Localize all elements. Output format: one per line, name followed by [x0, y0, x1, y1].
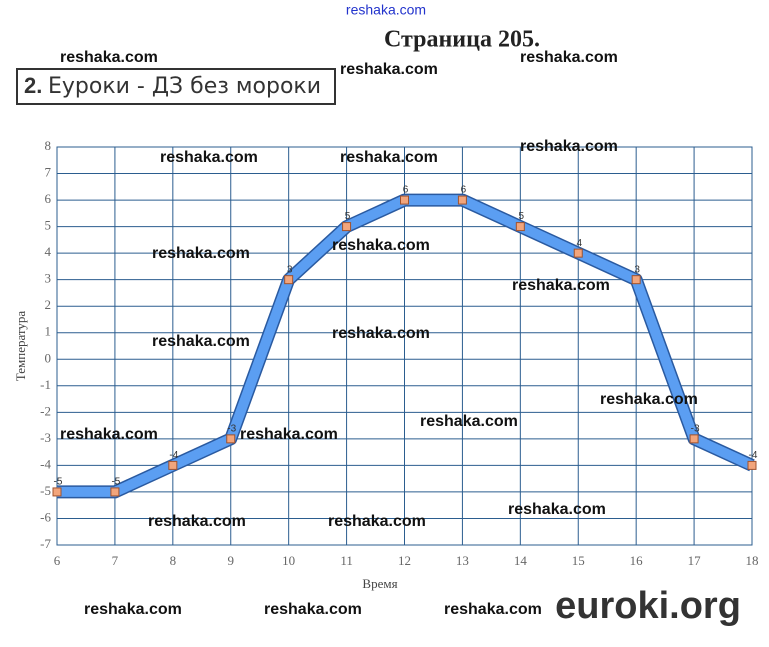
- point-marker: [515, 222, 525, 232]
- value-label: 4: [576, 238, 582, 249]
- task-box: [16, 68, 336, 105]
- x-tick-label: 12: [398, 553, 411, 568]
- watermark: reshaka.com: [600, 391, 698, 408]
- value-label: -3: [227, 424, 236, 435]
- watermark: reshaka.com: [148, 513, 246, 530]
- watermark: reshaka.com: [332, 325, 430, 342]
- point-marker: [457, 195, 467, 205]
- watermark: reshaka.com: [444, 601, 542, 618]
- point-marker: [52, 487, 62, 497]
- x-axis-label: Время: [362, 576, 397, 591]
- x-tick-label: 9: [228, 553, 235, 568]
- point-marker: [110, 487, 120, 497]
- point-marker: [689, 434, 699, 444]
- y-tick-label: 8: [45, 138, 52, 153]
- watermark: reshaka.com: [152, 245, 250, 262]
- site-link: reshaka.com: [346, 2, 426, 18]
- value-label: 6: [461, 185, 467, 196]
- y-tick-label: 7: [45, 165, 52, 180]
- value-label: 5: [519, 211, 525, 222]
- value-label: -4: [169, 450, 178, 461]
- x-tick-label: 18: [746, 553, 759, 568]
- y-tick-label: 0: [45, 350, 52, 365]
- task-title: Еуроки - ДЗ без мороки: [48, 74, 321, 99]
- point-marker: [284, 275, 294, 285]
- point-marker: [342, 222, 352, 232]
- value-label: 6: [403, 185, 409, 196]
- logo: euroki.org: [555, 585, 741, 627]
- watermark: reshaka.com: [152, 333, 250, 350]
- y-tick-label: -5: [40, 483, 51, 498]
- y-tick-label: 3: [45, 271, 52, 286]
- x-tick-label: 7: [112, 553, 119, 568]
- watermark: reshaka.com: [340, 61, 438, 78]
- value-label: -3: [691, 424, 700, 435]
- value-label: -5: [111, 477, 120, 488]
- watermark: reshaka.com: [60, 426, 158, 443]
- x-tick-label: 15: [572, 553, 585, 568]
- y-tick-label: -2: [40, 403, 51, 418]
- y-tick-label: 1: [45, 324, 52, 339]
- x-tick-label: 8: [170, 553, 177, 568]
- point-marker: [168, 460, 178, 470]
- x-tick-label: 14: [514, 553, 528, 568]
- x-tick-label: 11: [340, 553, 353, 568]
- point-marker: [400, 195, 409, 205]
- value-label: -5: [54, 477, 63, 488]
- point-marker: [631, 275, 641, 285]
- value-label: 5: [345, 211, 351, 222]
- x-tick-label: 6: [54, 553, 61, 568]
- y-axis-label: Температура: [13, 311, 28, 382]
- watermark: reshaka.com: [512, 277, 610, 294]
- y-tick-label: 4: [45, 244, 52, 259]
- watermark: reshaka.com: [520, 49, 618, 66]
- point-marker: [573, 248, 583, 258]
- x-tick-label: 16: [630, 553, 644, 568]
- watermark: reshaka.com: [508, 501, 606, 518]
- point-marker: [747, 460, 757, 470]
- y-tick-label: 6: [45, 191, 52, 206]
- y-tick-label: -1: [40, 377, 51, 392]
- watermark: reshaka.com: [520, 138, 618, 155]
- value-label: 3: [287, 264, 293, 275]
- task-number: 2.: [24, 73, 42, 98]
- x-tick-label: 17: [688, 553, 702, 568]
- watermark: reshaka.com: [160, 149, 258, 166]
- page-title: Страница 205.: [384, 27, 540, 53]
- watermark: reshaka.com: [240, 426, 338, 443]
- y-tick-label: -6: [40, 509, 51, 524]
- y-tick-label: -7: [40, 536, 51, 551]
- x-tick-label: 13: [456, 553, 469, 568]
- watermark: reshaka.com: [340, 149, 438, 166]
- value-label: 3: [634, 264, 640, 275]
- watermark: reshaka.com: [84, 601, 182, 618]
- x-tick-label: 10: [282, 553, 295, 568]
- y-tick-label: 5: [45, 218, 52, 233]
- watermark: reshaka.com: [60, 49, 158, 66]
- watermark: reshaka.com: [332, 237, 430, 254]
- watermark: reshaka.com: [420, 413, 518, 430]
- watermark: reshaka.com: [264, 601, 362, 618]
- y-tick-label: -4: [40, 456, 51, 471]
- watermark: reshaka.com: [328, 513, 426, 530]
- y-tick-label: -3: [40, 430, 51, 445]
- value-label: -4: [749, 450, 758, 461]
- point-marker: [226, 434, 236, 444]
- y-tick-label: 2: [45, 297, 52, 312]
